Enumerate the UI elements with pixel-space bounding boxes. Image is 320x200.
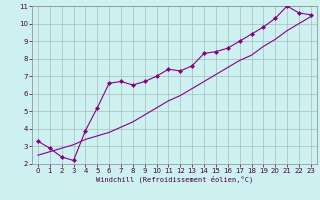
X-axis label: Windchill (Refroidissement éolien,°C): Windchill (Refroidissement éolien,°C) (96, 176, 253, 183)
